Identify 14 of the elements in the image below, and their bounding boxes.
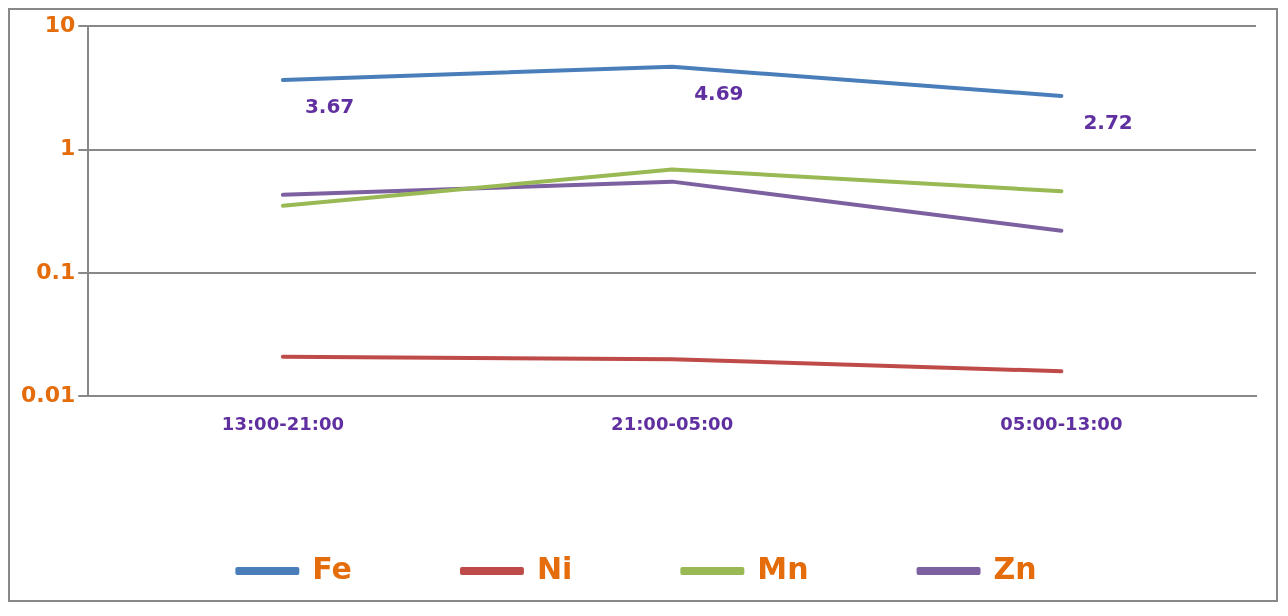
legend-label: Zn: [993, 550, 1037, 586]
x-tick-label: 21:00-05:00: [611, 412, 734, 434]
y-tick-label: 0.1: [36, 258, 76, 284]
legend-label: Ni: [536, 550, 573, 586]
y-tick-label: 1: [59, 135, 76, 161]
data-label: 4.69: [694, 80, 744, 105]
y-tick-label: 0.01: [21, 382, 76, 408]
data-label: 3.67: [304, 94, 355, 119]
data-label: 2.72: [1083, 110, 1133, 135]
legend-label: Mn: [757, 550, 809, 586]
x-tick-label: 13:00-21:00: [221, 412, 344, 434]
y-tick-label: 10: [44, 11, 76, 37]
x-tick-label: 05:00-13:00: [1000, 412, 1123, 434]
legend-label: Fe: [312, 550, 352, 586]
